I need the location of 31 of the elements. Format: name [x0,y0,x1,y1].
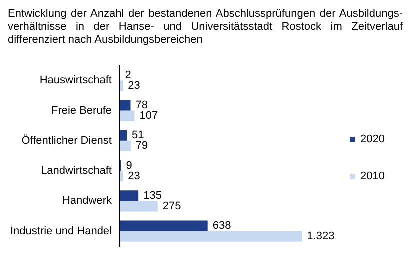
y-tick-label: Öffentlicher Dienst [22,134,112,147]
data-label: 23 [128,170,140,182]
data-label: 2 [125,69,132,82]
data-label: 9 [126,160,132,172]
y-tick-label: Hauswirtschaft [40,74,112,87]
y-tick-label: Industrie und Handel [10,225,112,238]
bar [120,171,124,182]
bar [120,80,124,92]
bar [120,140,131,152]
data-label: 107 [140,110,158,122]
chart-title: Entwicklung der Anzahl der bestandenen Abschlussprüfungen der Ausbildungs-verhältnisse in der Hanse- und Universitätsstadt Rostock im Zeitverlauf differenziert nach Ausbildungsbereichen [8,8,403,47]
legend-label: 2010 [360,170,386,183]
data-label: 78 [136,100,148,112]
data-label: 79 [136,140,148,152]
bar [120,231,302,242]
data-label: 1.323 [307,230,335,243]
data-label: 135 [144,190,162,202]
y-tick-label: Handwerk [62,195,112,208]
bar [120,220,208,232]
bar [120,100,131,111]
data-label: 275 [162,200,182,213]
data-label: 51 [132,130,144,142]
y-tick-label: Freie Berufe [51,104,112,117]
bar [120,130,128,141]
bar [120,110,135,122]
legend-label: 2020 [360,134,386,146]
data-label: 638 [212,220,232,232]
bar [120,201,158,212]
data-label: 23 [128,80,140,92]
bar [120,190,139,202]
y-tick-label: Landwirtschaft [41,165,112,178]
